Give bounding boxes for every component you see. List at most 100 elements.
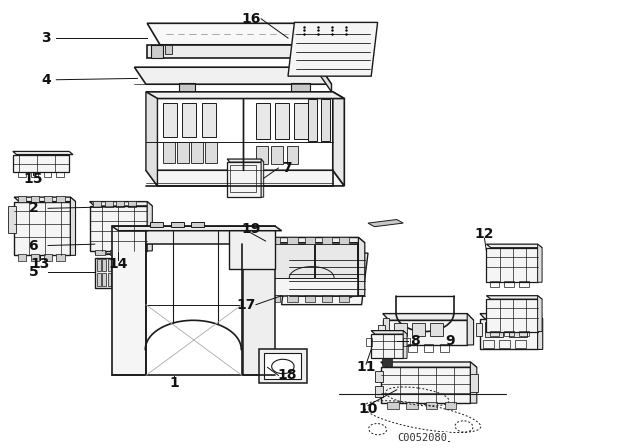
Text: 19: 19 bbox=[241, 222, 260, 237]
Polygon shape bbox=[147, 202, 152, 251]
Bar bbox=[375, 386, 383, 397]
Bar bbox=[113, 273, 116, 286]
Polygon shape bbox=[14, 202, 70, 255]
Bar bbox=[287, 237, 298, 244]
Text: 14: 14 bbox=[109, 257, 128, 271]
Text: 8: 8 bbox=[410, 334, 420, 349]
Bar bbox=[499, 340, 510, 348]
Bar bbox=[171, 222, 184, 227]
Bar bbox=[202, 103, 216, 137]
Bar bbox=[305, 237, 315, 244]
Polygon shape bbox=[381, 362, 477, 367]
Bar bbox=[470, 374, 478, 392]
Bar bbox=[403, 338, 410, 346]
Bar bbox=[95, 250, 105, 255]
Bar bbox=[113, 259, 116, 271]
Bar bbox=[191, 222, 204, 227]
Bar bbox=[44, 172, 51, 177]
Bar bbox=[99, 248, 104, 253]
Bar bbox=[291, 83, 310, 93]
Bar bbox=[430, 323, 443, 336]
Polygon shape bbox=[371, 334, 403, 358]
Bar bbox=[56, 254, 65, 261]
Bar bbox=[339, 295, 349, 302]
Bar bbox=[108, 273, 111, 286]
Text: 10: 10 bbox=[358, 401, 378, 416]
Bar bbox=[426, 402, 437, 409]
Polygon shape bbox=[333, 92, 344, 186]
Bar bbox=[97, 273, 101, 286]
Bar bbox=[264, 353, 301, 379]
Bar bbox=[106, 248, 111, 253]
Bar bbox=[308, 99, 317, 141]
Text: 15: 15 bbox=[24, 172, 43, 186]
Polygon shape bbox=[146, 92, 157, 186]
Polygon shape bbox=[266, 243, 358, 296]
Bar bbox=[408, 344, 417, 352]
Bar bbox=[125, 250, 136, 255]
Polygon shape bbox=[147, 23, 326, 45]
Bar bbox=[259, 349, 307, 383]
Polygon shape bbox=[383, 318, 389, 340]
Polygon shape bbox=[282, 253, 368, 305]
Bar bbox=[163, 142, 175, 163]
Text: 2: 2 bbox=[28, 201, 38, 215]
Bar bbox=[116, 201, 124, 207]
Polygon shape bbox=[467, 314, 474, 345]
Polygon shape bbox=[486, 299, 538, 332]
Polygon shape bbox=[146, 226, 243, 244]
Text: 5: 5 bbox=[28, 265, 38, 280]
Bar bbox=[483, 340, 494, 348]
Text: 1: 1 bbox=[169, 376, 179, 390]
Polygon shape bbox=[146, 92, 344, 99]
Bar bbox=[440, 344, 449, 352]
Polygon shape bbox=[381, 367, 470, 403]
Polygon shape bbox=[227, 162, 261, 197]
Polygon shape bbox=[243, 226, 275, 375]
Polygon shape bbox=[288, 22, 378, 76]
Polygon shape bbox=[538, 244, 542, 282]
Bar bbox=[31, 172, 38, 177]
Bar bbox=[509, 322, 527, 337]
Bar bbox=[519, 331, 529, 336]
Bar bbox=[177, 142, 189, 163]
Text: 6: 6 bbox=[28, 238, 38, 253]
Polygon shape bbox=[371, 331, 407, 334]
Bar bbox=[490, 331, 499, 336]
Polygon shape bbox=[13, 151, 73, 155]
Bar bbox=[18, 196, 26, 202]
Polygon shape bbox=[470, 362, 477, 403]
Polygon shape bbox=[229, 226, 275, 269]
Polygon shape bbox=[320, 67, 332, 92]
Bar bbox=[97, 241, 102, 247]
Bar bbox=[504, 331, 514, 336]
Bar bbox=[182, 103, 196, 137]
Bar bbox=[382, 358, 392, 366]
Text: 9: 9 bbox=[445, 334, 455, 349]
Polygon shape bbox=[480, 314, 543, 319]
Bar bbox=[151, 45, 163, 58]
Polygon shape bbox=[314, 23, 326, 58]
Bar bbox=[322, 237, 332, 244]
Text: 16: 16 bbox=[242, 12, 261, 26]
Bar bbox=[95, 240, 115, 254]
Bar bbox=[271, 146, 283, 164]
Bar bbox=[275, 103, 289, 139]
Bar bbox=[56, 196, 65, 202]
Bar bbox=[519, 281, 529, 287]
Bar bbox=[406, 402, 418, 409]
Bar bbox=[18, 254, 26, 261]
Bar bbox=[256, 103, 270, 139]
Polygon shape bbox=[486, 248, 538, 282]
Bar bbox=[102, 259, 106, 271]
Polygon shape bbox=[261, 159, 264, 197]
Polygon shape bbox=[368, 220, 403, 227]
Bar bbox=[287, 295, 298, 302]
Bar bbox=[105, 201, 113, 207]
Bar bbox=[387, 402, 399, 409]
Polygon shape bbox=[90, 202, 152, 206]
Bar bbox=[44, 254, 52, 261]
Polygon shape bbox=[134, 67, 332, 84]
Text: 12: 12 bbox=[475, 227, 494, 241]
Polygon shape bbox=[403, 331, 407, 358]
